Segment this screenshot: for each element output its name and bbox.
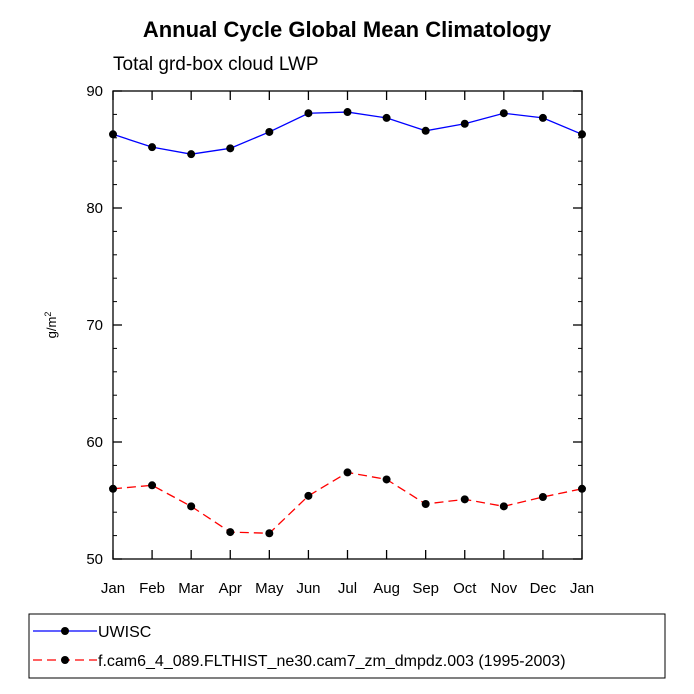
series-2-point xyxy=(109,484,117,493)
series-1-point xyxy=(265,127,274,136)
series-2-point xyxy=(460,495,469,504)
x-tick-label: Feb xyxy=(139,580,165,597)
series-1-point xyxy=(109,130,117,139)
x-tick-label: Mar xyxy=(178,580,204,597)
series-1-point xyxy=(578,130,586,139)
series-1-point xyxy=(460,119,469,128)
legend-label-1: UWISC xyxy=(98,624,151,641)
legend xyxy=(28,613,666,679)
series-line-1 xyxy=(112,111,583,155)
series-1-point xyxy=(187,150,196,159)
x-tick-label: Jul xyxy=(338,580,357,597)
y-tick-label: 50 xyxy=(86,551,103,568)
series-2-point xyxy=(421,500,430,509)
y-tick-label: 90 xyxy=(86,83,103,100)
x-tick-label: Sep xyxy=(412,580,439,597)
plot-frame xyxy=(112,90,583,560)
series-1-point xyxy=(304,109,313,118)
x-tick-label: Nov xyxy=(490,580,517,597)
series-1-point xyxy=(421,126,430,135)
x-tick-label: May xyxy=(255,580,284,597)
legend-marker-1 xyxy=(61,627,69,635)
y-axis-label: g/m2 xyxy=(43,312,59,339)
series-2-point xyxy=(578,484,586,493)
y-tick-label: 80 xyxy=(86,200,103,217)
series-1-point xyxy=(499,109,508,118)
series-2-point xyxy=(187,502,196,511)
x-tick-label: Oct xyxy=(453,580,477,597)
series-2-point xyxy=(304,491,313,500)
series-2-point xyxy=(148,481,157,490)
x-tick-label: Aug xyxy=(373,580,400,597)
series-2-point xyxy=(499,502,508,511)
y-axis-label-base: g/m xyxy=(44,317,59,339)
series-2-point xyxy=(538,492,547,501)
legend-entries: UWISC f.cam6_4_089.FLTHIST_ne30.cam7_zm_d… xyxy=(33,624,566,670)
series-line-2 xyxy=(112,471,583,534)
x-tick-label: Jan xyxy=(101,580,125,597)
series-1-point xyxy=(226,144,235,153)
x-tick-label: Dec xyxy=(530,580,557,597)
series-layer xyxy=(109,108,586,538)
y-tick-label: 70 xyxy=(86,317,103,334)
x-tick-label: Jun xyxy=(296,580,320,597)
series-2-point xyxy=(226,528,235,537)
chart-subtitle: Total grd-box cloud LWP xyxy=(113,54,319,75)
series-2-point xyxy=(382,475,391,484)
series-2-point xyxy=(343,468,352,477)
series-1-point xyxy=(538,113,547,122)
series-1-point xyxy=(148,143,157,152)
legend-label-2: f.cam6_4_089.FLTHIST_ne30.cam7_zm_dmpdz.… xyxy=(98,653,566,670)
series-1-point xyxy=(343,108,352,117)
chart-title: Annual Cycle Global Mean Climatology xyxy=(143,17,552,42)
series-1-point xyxy=(382,113,391,122)
y-axis-label-superscript: 2 xyxy=(43,312,53,317)
y-tick-label: 60 xyxy=(86,434,103,451)
legend-marker-2 xyxy=(61,656,69,664)
series-2-point xyxy=(265,529,274,538)
x-tick-label: Jan xyxy=(570,580,594,597)
x-tick-label: Apr xyxy=(219,580,242,597)
axes-ticks: 50 60 70 80 90 Jan Feb Mar Apr May Jun Jul Aug Sep Oct… xyxy=(86,83,594,597)
